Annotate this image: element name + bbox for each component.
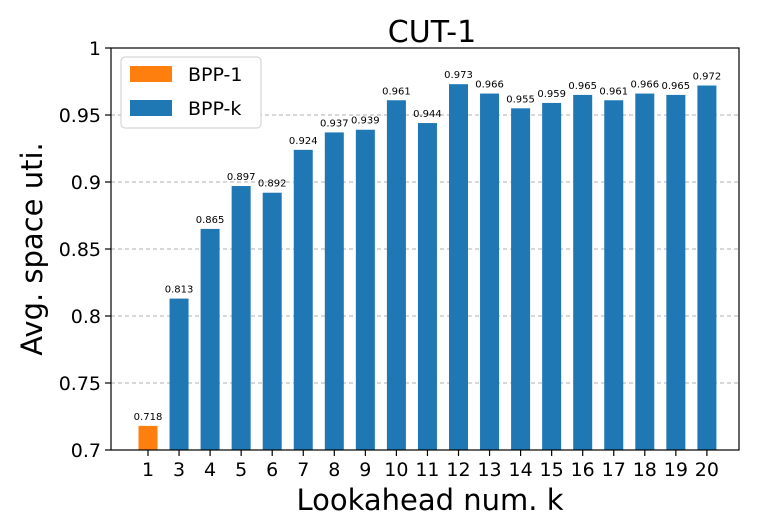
y-tick-label: 0.75 xyxy=(59,373,101,395)
y-axis-label: Avg. space uti. xyxy=(15,142,49,355)
y-tick-label: 0.9 xyxy=(71,172,101,194)
bar-value-label: 0.939 xyxy=(351,116,380,127)
x-tick-label: 6 xyxy=(266,459,278,481)
bar-bpp-k-11 xyxy=(417,123,437,450)
bar-bpp-k-8 xyxy=(324,132,344,451)
bar-value-label: 0.965 xyxy=(662,81,691,92)
bar-value-label: 0.972 xyxy=(693,72,722,83)
bar-value-label: 0.955 xyxy=(506,94,535,105)
bar-value-label: 0.961 xyxy=(382,86,411,97)
x-axis-ticks: 1 3 4 5 6 7 8 9 10 11 12 13 14 15 16 17 18 19 20 xyxy=(142,450,719,481)
bar-value-label: 0.937 xyxy=(320,118,349,129)
x-tick-label: 14 xyxy=(509,459,533,481)
x-tick-label: 17 xyxy=(602,459,626,481)
x-tick-label: 3 xyxy=(173,459,185,481)
bar-value-label: 0.718 xyxy=(134,412,163,423)
x-tick-label: 10 xyxy=(384,459,408,481)
bar-value-label: 0.961 xyxy=(599,86,628,97)
bar-bpp-k-7 xyxy=(293,149,313,450)
y-tick-label: 1 xyxy=(89,38,101,60)
bars xyxy=(138,84,717,451)
x-tick-label: 13 xyxy=(477,459,501,481)
legend-swatch-bpp-k xyxy=(130,100,172,116)
bar-bpp-k-4 xyxy=(200,228,220,450)
y-tick-label: 0.95 xyxy=(59,105,101,127)
y-axis-ticks: 0.7 0.75 0.8 0.85 0.9 0.95 1 xyxy=(59,38,111,462)
bar-bpp-k-10 xyxy=(386,100,406,450)
legend-label-bpp-k: BPP-k xyxy=(188,98,241,120)
bar-bpp-k-20 xyxy=(697,85,717,451)
x-tick-label: 1 xyxy=(142,459,154,481)
bar-value-label: 0.924 xyxy=(289,136,318,147)
x-tick-label: 4 xyxy=(204,459,216,481)
x-tick-label: 9 xyxy=(359,459,371,481)
bar-bpp-k-13 xyxy=(480,93,500,450)
bar-bpp-1-1 xyxy=(138,425,158,450)
x-tick-label: 16 xyxy=(571,459,595,481)
bar-value-label: 0.959 xyxy=(537,89,566,100)
y-tick-label: 0.8 xyxy=(71,306,101,328)
bar-value-label: 0.944 xyxy=(413,109,442,120)
bar-bpp-k-14 xyxy=(511,108,531,451)
x-tick-label: 7 xyxy=(297,459,309,481)
chart-title: CUT-1 xyxy=(388,15,476,50)
legend-swatch-bpp-1 xyxy=(130,66,172,82)
bar-bpp-k-16 xyxy=(573,94,593,451)
bar-value-label: 0.965 xyxy=(568,81,597,92)
bar-bpp-k-17 xyxy=(604,100,624,450)
x-tick-label: 20 xyxy=(695,459,719,481)
x-axis-label: Lookahead num. k xyxy=(296,483,563,517)
x-tick-label: 12 xyxy=(446,459,470,481)
bar-bpp-k-6 xyxy=(262,192,282,450)
bar-value-label: 0.897 xyxy=(227,172,256,183)
bar-value-label: 0.865 xyxy=(196,215,225,226)
bar-bpp-k-3 xyxy=(169,298,189,450)
x-tick-label: 18 xyxy=(633,459,657,481)
y-tick-label: 0.85 xyxy=(59,239,101,261)
bar-value-label: 0.892 xyxy=(258,179,287,190)
bar-bpp-k-12 xyxy=(449,84,468,451)
bar-bpp-k-9 xyxy=(355,129,375,451)
legend-label-bpp-1: BPP-1 xyxy=(188,64,242,86)
bar-bpp-k-19 xyxy=(666,94,686,451)
bar-value-label: 0.966 xyxy=(475,80,504,91)
bar-bpp-k-15 xyxy=(542,102,562,450)
bar-value-label: 0.813 xyxy=(165,285,194,296)
x-tick-label: 8 xyxy=(328,459,340,481)
x-tick-label: 15 xyxy=(540,459,564,481)
bar-value-label: 0.966 xyxy=(630,80,659,91)
x-tick-label: 11 xyxy=(415,459,439,481)
bar-bpp-k-18 xyxy=(635,93,655,450)
y-tick-label: 0.7 xyxy=(71,440,101,462)
bar-value-label: 0.973 xyxy=(444,70,473,81)
x-tick-label: 5 xyxy=(235,459,247,481)
legend: BPP-1 BPP-k xyxy=(120,56,262,129)
bar-bpp-k-5 xyxy=(231,186,251,450)
x-tick-label: 19 xyxy=(664,459,688,481)
